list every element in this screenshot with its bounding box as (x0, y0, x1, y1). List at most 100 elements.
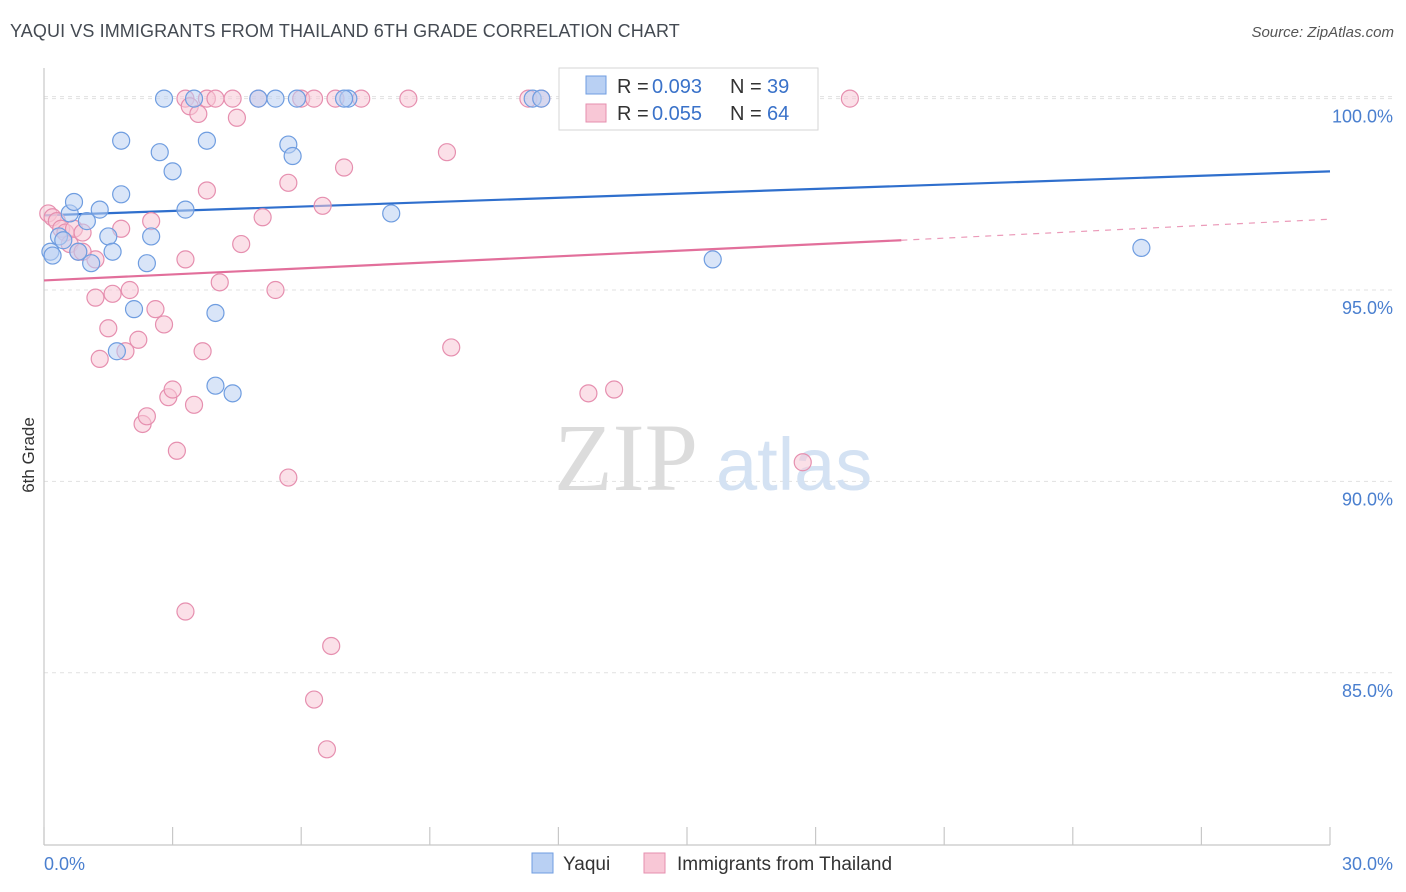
thailand-point (223, 89, 242, 108)
yaqui-point (69, 242, 88, 261)
chart-source: Source: ZipAtlas.com (1251, 24, 1394, 41)
yaqui-point (382, 204, 401, 223)
legend-n-value-yaqui: 39 (767, 76, 789, 98)
legend: R = 0.093 N = 39 R = 0.055 N = 64 (558, 67, 819, 131)
thailand-point (99, 319, 118, 338)
thailand-point (605, 380, 624, 399)
yaqui-point (287, 89, 307, 108)
thailand-point (399, 89, 418, 108)
chart-title: YAQUI VS IMMIGRANTS FROM THAILAND 6TH GR… (10, 21, 680, 41)
thailand-point (90, 349, 109, 368)
thailand-point (266, 280, 285, 300)
yaqui-point (703, 250, 722, 269)
y-tick-label: 100.0% (1332, 107, 1393, 127)
yaqui-point (249, 89, 268, 108)
thailand-point (313, 196, 332, 215)
legend-n-label-thailand: N = (730, 103, 762, 125)
yaqui-point (112, 185, 131, 204)
yaqui-point (197, 131, 216, 150)
yaqui-point (99, 227, 118, 246)
thailand-point (304, 89, 324, 108)
x-tick-label-max: 30.0% (1342, 854, 1393, 874)
yaqui-point (82, 254, 101, 273)
thailand-point (86, 288, 105, 307)
y-tick-label: 95.0% (1342, 298, 1393, 318)
yaqui-point (77, 212, 96, 231)
thailand-point (227, 108, 246, 127)
thailand-point (442, 338, 461, 357)
thailand-point (184, 395, 204, 414)
yaqui-trend-line (43, 170, 1331, 217)
yaqui-point (137, 254, 156, 273)
thailand-point (437, 143, 457, 162)
thailand-point (304, 690, 324, 709)
thailand-point (322, 636, 341, 656)
thailand-point (137, 407, 156, 426)
yaqui-point (1132, 238, 1151, 257)
legend-n-label-yaqui: N = (730, 76, 762, 98)
thailand-point (210, 273, 229, 292)
thailand-point (793, 453, 812, 472)
grid-layer (44, 96, 1394, 674)
axes-layer: 85.0% 90.0% 95.0% 100.0% 0.0% 30.0% (43, 68, 1393, 874)
y-axis-label: 6th Grade (19, 417, 38, 493)
thailand-point (279, 173, 298, 192)
bottom-legend-swatch-yaqui (531, 852, 554, 874)
thailand-point (167, 441, 186, 460)
yaqui-point (334, 89, 354, 108)
yaqui-point (54, 231, 73, 250)
yaqui-point (103, 242, 122, 261)
watermark-zip: ZIP (554, 404, 698, 511)
thailand-point (334, 158, 354, 177)
thailand-point (163, 380, 182, 399)
yaqui-point (176, 200, 195, 219)
yaqui-point (223, 384, 242, 403)
yaqui-point (43, 246, 62, 265)
yaqui-point (150, 143, 169, 162)
thailand-point (120, 280, 139, 300)
thailand-point (279, 468, 298, 487)
bottom-legend-label-yaqui: Yaqui (563, 854, 610, 875)
thailand-point (579, 384, 598, 403)
y-tick-label: 85.0% (1342, 681, 1393, 701)
yaqui-point (266, 89, 285, 108)
trend-layer (43, 170, 1331, 282)
thailand-point (206, 89, 225, 108)
bottom-legend: Yaqui Immigrants from Thailand (531, 852, 892, 875)
thailand-point (142, 212, 161, 231)
x-tick-label-min: 0.0% (44, 854, 85, 874)
legend-r-label-thailand: R = (617, 103, 649, 125)
legend-n-value-thailand: 64 (767, 103, 789, 125)
thailand-trend-extension (901, 218, 1331, 241)
yaqui-point (206, 303, 225, 323)
legend-swatch-yaqui (585, 75, 607, 95)
yaqui-point (64, 192, 84, 212)
yaqui-point (124, 300, 144, 319)
thailand-point (317, 740, 337, 759)
legend-r-value-thailand: 0.055 (652, 103, 702, 125)
thailand-point (197, 181, 216, 200)
yaqui-point (532, 89, 551, 108)
thailand-point (129, 330, 148, 349)
legend-r-value-yaqui: 0.093 (652, 76, 702, 98)
bottom-legend-label-thailand: Immigrants from Thailand (677, 854, 892, 875)
yaqui-point (90, 200, 109, 219)
yaqui-point (206, 376, 225, 395)
thailand-point (176, 602, 195, 621)
legend-r-label-yaqui: R = (617, 76, 649, 98)
thailand-point (103, 284, 122, 303)
thailand-trend-line (43, 239, 902, 282)
thailand-point (154, 315, 174, 334)
watermark: ZIP atlas (554, 404, 872, 511)
thailand-point (840, 89, 859, 108)
y-tick-label: 90.0% (1342, 489, 1393, 509)
yaqui-point (112, 131, 131, 150)
thailand-point (232, 234, 251, 254)
thailand-point (146, 300, 165, 319)
yaqui-point (107, 342, 126, 361)
thailand-point (189, 104, 208, 124)
thailand-point (193, 342, 212, 361)
legend-swatch-thailand (585, 103, 607, 123)
yaqui-point (163, 162, 182, 181)
